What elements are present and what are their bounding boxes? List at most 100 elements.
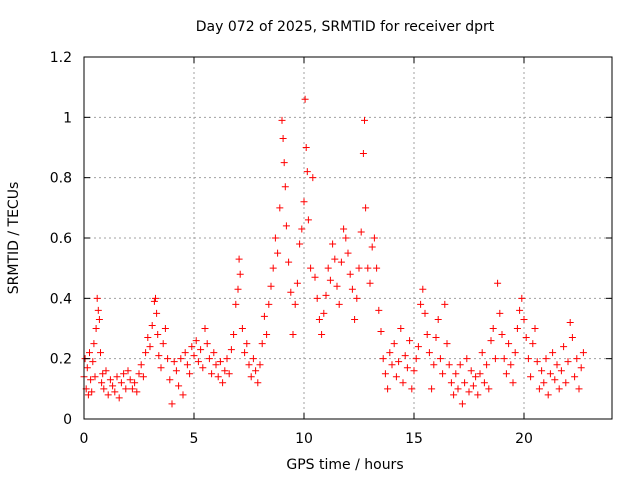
data-point — [265, 300, 273, 308]
data-point — [513, 325, 521, 332]
data-point — [157, 364, 165, 372]
data-point — [353, 294, 361, 302]
data-point — [302, 144, 310, 151]
data-point — [113, 373, 121, 381]
x-tick-label: 10 — [295, 431, 313, 447]
data-point — [177, 355, 185, 363]
data-point — [263, 331, 271, 339]
data-point — [456, 361, 464, 369]
data-point — [546, 370, 554, 378]
data-point — [502, 370, 510, 378]
data-point — [159, 340, 167, 348]
data-point — [315, 315, 323, 323]
data-point — [564, 358, 572, 366]
data-point — [491, 355, 499, 363]
y-tick-label: 0.4 — [50, 291, 72, 307]
data-point — [318, 331, 326, 339]
x-tick-label: 15 — [405, 431, 423, 447]
data-point — [166, 376, 174, 384]
data-point — [469, 382, 477, 390]
data-point — [245, 361, 253, 369]
data-point — [403, 364, 411, 372]
data-point — [216, 358, 224, 366]
data-point — [505, 340, 513, 348]
data-point — [279, 134, 287, 142]
data-point — [555, 385, 563, 393]
data-point — [465, 388, 473, 396]
data-point — [579, 349, 587, 357]
data-point — [161, 325, 169, 332]
data-point — [210, 349, 218, 357]
data-point — [476, 370, 484, 378]
data-point — [221, 367, 229, 375]
data-point — [84, 391, 92, 399]
data-point — [154, 331, 162, 339]
x-tick-label: 5 — [190, 431, 199, 447]
data-point — [357, 228, 365, 236]
data-point — [346, 270, 354, 278]
data-point — [527, 373, 535, 381]
data-point — [450, 391, 458, 399]
data-point — [355, 264, 363, 272]
data-point — [577, 364, 585, 372]
data-point — [115, 394, 123, 402]
data-point — [289, 331, 297, 339]
x-tick-label: 0 — [80, 431, 89, 447]
data-point — [87, 376, 95, 384]
data-point — [212, 361, 220, 369]
data-point — [291, 300, 299, 308]
data-point — [425, 349, 433, 357]
data-point — [480, 379, 488, 387]
data-point — [281, 183, 289, 191]
data-point — [133, 388, 141, 396]
data-point — [436, 355, 444, 363]
data-point — [366, 279, 374, 287]
data-point — [375, 306, 383, 314]
data-point — [395, 358, 403, 366]
data-point — [342, 234, 350, 242]
data-point — [183, 361, 191, 369]
data-point — [386, 349, 394, 357]
data-point — [384, 385, 392, 393]
data-point — [142, 349, 150, 357]
data-point — [109, 382, 117, 390]
y-tick-labels: 0 0.2 0.4 0.6 0.8 1 1.2 — [50, 50, 72, 428]
data-point — [542, 355, 550, 363]
data-point — [175, 382, 183, 390]
data-point — [225, 370, 233, 378]
data-point — [93, 294, 101, 302]
y-tick-label: 1.2 — [50, 50, 72, 66]
data-point — [131, 379, 139, 387]
data-point — [155, 352, 163, 360]
data-point — [397, 325, 405, 332]
data-point — [498, 331, 506, 339]
y-tick-label: 0.2 — [50, 352, 72, 368]
data-point — [454, 385, 462, 393]
data-point — [351, 315, 359, 323]
y-tick-label: 1 — [63, 110, 72, 126]
data-point — [443, 340, 451, 348]
data-point — [144, 334, 152, 342]
data-point — [533, 358, 541, 366]
data-point — [566, 318, 574, 326]
data-point — [280, 159, 288, 167]
data-point — [551, 376, 559, 384]
data-point — [172, 367, 180, 375]
data-point — [368, 243, 376, 251]
data-point — [524, 355, 532, 363]
data-point — [208, 370, 216, 378]
data-points — [80, 95, 587, 408]
data-point — [146, 343, 154, 351]
data-point — [97, 349, 104, 357]
data-point — [478, 349, 486, 357]
data-point — [236, 270, 244, 278]
data-point — [190, 352, 198, 360]
data-point — [520, 315, 528, 323]
data-point — [235, 255, 243, 263]
data-point — [98, 379, 106, 387]
data-point — [271, 234, 279, 242]
data-point — [194, 358, 202, 366]
data-point — [544, 391, 552, 399]
data-point — [509, 379, 517, 387]
